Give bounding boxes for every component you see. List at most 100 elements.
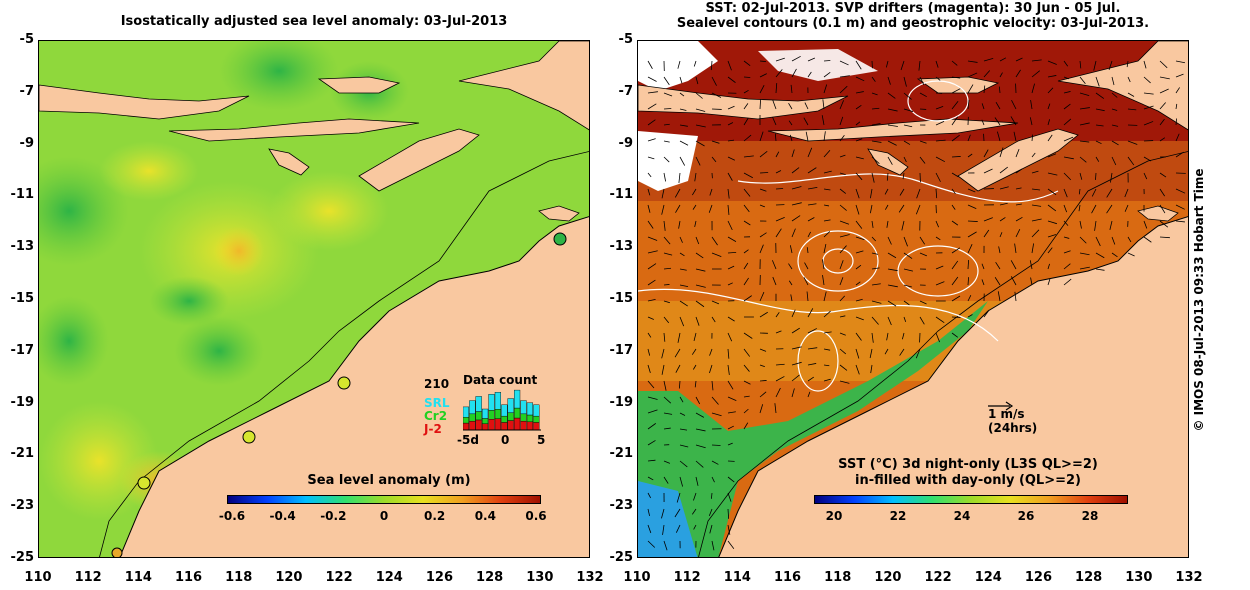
velocity-arrow [855,188,860,199]
velocity-arrow [679,236,683,243]
velocity-arrow [691,348,697,355]
velocity-arrow [679,284,689,288]
velocity-arrow [775,312,780,318]
velocity-arrow [727,316,735,322]
velocity-arrow [903,140,911,145]
velocity-arrow [647,250,658,254]
left-x-tick: 128 [476,570,504,585]
velocity-arrow [1127,236,1132,243]
velocity-arrow [1079,156,1087,163]
velocity-arrow [791,167,800,174]
velocity-arrow [807,203,817,206]
velocity-arrow [711,236,718,246]
velocity-arrow [1095,268,1105,271]
velocity-arrow [791,68,797,78]
velocity-arrow [788,120,793,126]
left-y-tick: -7 [19,83,34,99]
velocity-arrow [775,57,785,62]
sea-level-anomaly-map[interactable]: 210 Data count SRL Cr2 J-2 -5d 0 5 Sea l… [38,40,590,558]
velocity-arrow [1091,204,1097,214]
velocity-arrow [951,276,959,286]
velocity-arrow [647,103,657,110]
velocity-arrow [743,422,749,430]
left-y-tick: -5 [19,32,34,47]
velocity-arrow [855,156,864,160]
velocity-arrow [727,492,732,502]
velocity-arrow [967,134,971,142]
velocity-arrow [870,188,873,199]
velocity-arrow [887,252,897,259]
velocity-arrow [951,100,959,110]
velocity-arrow [1175,118,1177,126]
velocity-arrow [855,121,861,126]
velocity-arrow [679,428,688,431]
velocity-arrow [803,277,809,286]
velocity-arrow [903,156,907,163]
velocity-arrow [839,245,847,254]
sst-map-canvas [638,41,1188,557]
sst-map[interactable]: 1 m/s (24hrs) SST (°C) 3d night-only (L3… [637,40,1189,558]
velocity-arrow [981,103,985,110]
datacount-bar [514,407,521,419]
velocity-arrow [807,391,811,398]
velocity-arrow [1159,188,1166,197]
velocity-arrow [743,380,751,385]
velocity-arrow [1047,188,1057,196]
datacount-axis-end: 5 [537,433,546,447]
datacount-bar [520,413,527,422]
sla-map-canvas [39,41,589,557]
velocity-arrow [999,232,1003,238]
velocity-arrow [983,309,990,318]
sst-colorbar [814,495,1128,504]
left-x-tick: 126 [425,570,454,585]
velocity-arrow [1063,118,1072,126]
velocity-arrow [759,85,765,94]
velocity-arrow [871,267,880,270]
velocity-arrow [1030,100,1033,110]
velocity-arrow [855,236,865,241]
velocity-arrow [647,348,651,356]
velocity-arrow [1111,252,1118,258]
datacount-title: Data count [463,373,538,387]
velocity-arrow [675,204,681,213]
velocity-arrow [1015,229,1021,238]
velocity-arrow [981,263,985,270]
velocity-arrow [647,60,653,69]
velocity-arrow [1159,118,1165,126]
velocity-arrow [1159,220,1169,228]
left-map-title: Isostatically adjusted sea level anomaly… [120,14,508,29]
velocity-arrow [935,60,939,68]
velocity-arrow [1127,140,1138,145]
right-y-tick: -23 [609,498,634,514]
velocity-arrow [727,220,733,231]
velocity-arrow [663,412,673,415]
velocity-arrow [1143,105,1154,110]
velocity-arrow [791,228,796,238]
velocity-arrow [727,76,736,83]
velocity-arrow [1095,124,1104,127]
datacount-bar [526,414,534,423]
datacount-bar [501,415,508,423]
velocity-arrow [695,92,703,99]
velocity-arrow [709,188,713,196]
velocity-arrow [1047,247,1053,254]
velocity-arrow [935,139,946,142]
velocity-arrow [1047,278,1051,286]
velocity-arrow [1127,156,1135,166]
velocity-arrow [967,72,978,78]
colorbar-tick: 0.6 [525,509,547,523]
velocity-arrow [647,332,652,338]
velocity-arrow [919,252,928,257]
velocity-arrow [951,134,960,142]
velocity-arrow [663,108,672,110]
velocity-arrow [1063,91,1071,94]
velocity-arrow [1063,103,1071,110]
datacount-bar [463,422,470,431]
velocity-arrow [1047,204,1057,212]
velocity-arrow [951,156,961,158]
velocity-arrow [647,236,658,241]
right-map-title-line1: SST: 02-Jul-2013. SVP drifters (magenta)… [705,1,1121,16]
velocity-arrow [887,316,892,326]
velocity-arrow [807,231,811,238]
velocity-arrow [695,236,700,245]
